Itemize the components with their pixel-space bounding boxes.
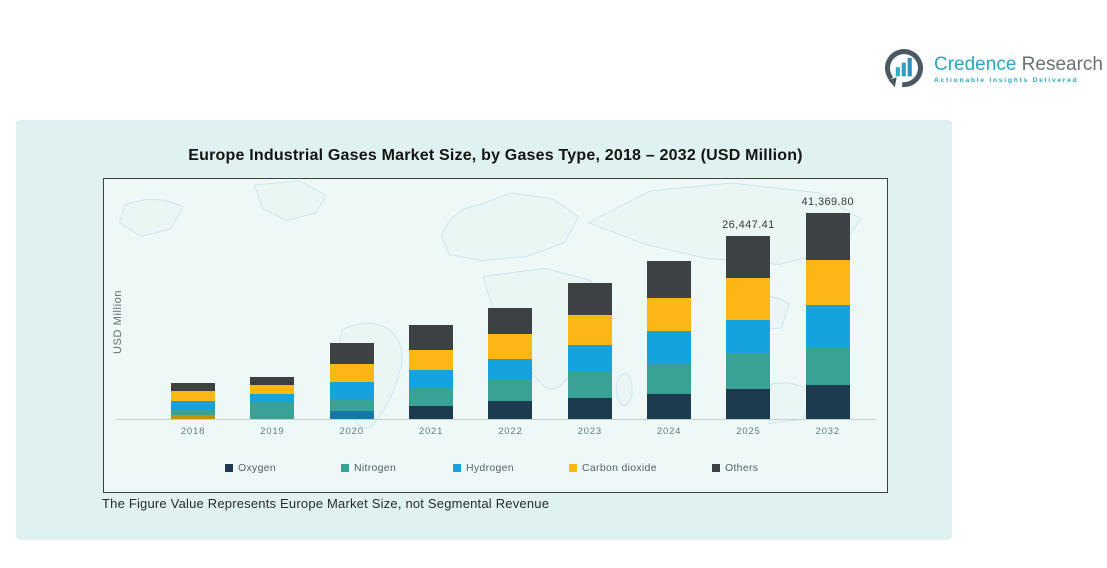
data-label-2032: 41,369.80	[801, 196, 855, 208]
bar-2021	[409, 325, 454, 419]
brand-logo: Credence Research Actionable Insights De…	[882, 46, 1103, 92]
brand-tagline: Actionable Insights Delivered	[934, 77, 1079, 84]
data-label-2025: 26,447.41	[722, 219, 775, 231]
legend-label: Others	[725, 462, 759, 474]
bar-segment-nitrogen	[409, 388, 454, 406]
bar-segment-band_2018_bottom	[171, 415, 215, 419]
bar-2024	[647, 261, 692, 419]
x-axis-label-2025: 2025	[736, 426, 761, 437]
bar-segment-nitrogen	[567, 372, 612, 398]
bar-2020	[329, 343, 374, 419]
bar-segment-carbon_dioxide	[329, 364, 374, 382]
bar-segment-others	[329, 343, 374, 364]
bar-segment-hydrogen	[409, 370, 454, 388]
legend-label: Oxygen	[238, 462, 276, 474]
brand-text: Credence Research Actionable Insights De…	[934, 54, 1103, 84]
x-axis-label-2032: 2032	[815, 426, 840, 437]
bar-segment-hydrogen	[250, 394, 295, 402]
legend-swatch-oxygen	[225, 464, 233, 472]
chart-title: Europe Industrial Gases Market Size, by …	[188, 147, 803, 164]
brand-name-primary: Credence	[934, 54, 1017, 75]
bar-segment-nitrogen	[805, 348, 850, 385]
brand-name: Credence Research	[934, 54, 1103, 75]
x-axis-line	[116, 419, 875, 420]
footnote: The Figure Value Represents Europe Marke…	[102, 496, 550, 511]
bar-segment-nitrogen	[726, 353, 771, 389]
bar-segment-nitrogen	[250, 402, 295, 419]
legend-item-carbon_dioxide: Carbon dioxide	[569, 462, 657, 474]
bar-segment-hydrogen	[647, 331, 692, 363]
bar-segment-hydrogen	[726, 320, 771, 353]
bar-segment-hydrogen	[805, 305, 850, 348]
x-axis-label-2023: 2023	[577, 426, 602, 437]
bar-2032	[805, 213, 850, 419]
legend-swatch-carbon_dioxide	[569, 464, 577, 472]
bar-segment-carbon_dioxide	[488, 334, 533, 359]
bar-segment-oxygen	[726, 389, 771, 419]
bar-segment-others	[567, 283, 612, 315]
bar-segment-hydrogen	[329, 382, 374, 399]
legend-swatch-hydrogen	[453, 464, 461, 472]
bar-segment-nitrogen	[171, 410, 215, 415]
x-axis-label-2024: 2024	[656, 426, 682, 437]
bar-segment-carbon_dioxide	[567, 315, 612, 345]
bar-chart-circle-icon	[884, 49, 924, 88]
bar-2023	[567, 283, 612, 419]
bar-segment-nitrogen	[329, 399, 374, 411]
x-axis-label-2018: 2018	[180, 426, 206, 437]
brand-name-secondary: Research	[1021, 54, 1103, 75]
bar-segment-carbon_dioxide	[726, 278, 771, 320]
bar-2018	[171, 383, 215, 419]
bar-segment-oxygen	[647, 394, 692, 419]
bar-segment-band_2020_bottom	[329, 411, 374, 419]
x-axis-label-2022: 2022	[498, 426, 523, 437]
bar-segment-nitrogen	[488, 380, 533, 401]
y-axis-label: USD Million	[112, 289, 124, 354]
bar-segment-others	[488, 308, 533, 334]
legend-item-nitrogen: Nitrogen	[341, 462, 396, 474]
legend-label: Carbon dioxide	[582, 462, 657, 474]
legend-swatch-others	[712, 464, 720, 472]
chart-plot-area: USD Million 2018 2019 2020 2021 2022 2023 2024…	[103, 178, 888, 493]
bar-segment-oxygen	[805, 385, 850, 419]
bar-segment-oxygen	[567, 398, 612, 419]
bar-2025	[726, 236, 771, 419]
legend-label: Nitrogen	[354, 462, 397, 474]
legend-item-hydrogen: Hydrogen	[453, 462, 514, 474]
legend-item-oxygen: Oxygen	[225, 462, 276, 474]
legend-item-others: Others	[712, 462, 758, 474]
bar-2022	[488, 308, 533, 419]
bar-segment-others	[171, 383, 215, 391]
bar-2019	[250, 377, 295, 419]
bar-segment-carbon_dioxide	[647, 298, 692, 331]
bar-segment-hydrogen	[567, 345, 612, 372]
bar-segment-oxygen	[488, 401, 533, 419]
bar-segment-carbon_dioxide	[171, 391, 215, 401]
x-axis-label-2021: 2021	[418, 426, 444, 437]
bar-segment-carbon_dioxide	[805, 260, 850, 305]
bar-segment-hydrogen	[488, 359, 533, 380]
bar-segment-hydrogen	[171, 401, 215, 410]
bar-segment-carbon_dioxide	[409, 350, 454, 370]
bar-segment-oxygen	[409, 406, 454, 419]
bar-segment-others	[647, 261, 692, 298]
bar-segment-others	[805, 213, 850, 260]
x-axis-label-2019: 2019	[260, 426, 285, 437]
bar-segment-others	[250, 377, 295, 385]
x-axis-label-2020: 2020	[339, 426, 364, 437]
legend-swatch-nitrogen	[341, 464, 349, 472]
bar-segment-carbon_dioxide	[250, 385, 295, 394]
bar-segment-others	[726, 236, 771, 278]
bar-segment-others	[409, 325, 454, 350]
bar-segment-nitrogen	[647, 363, 692, 394]
legend-label: Hydrogen	[466, 462, 514, 474]
